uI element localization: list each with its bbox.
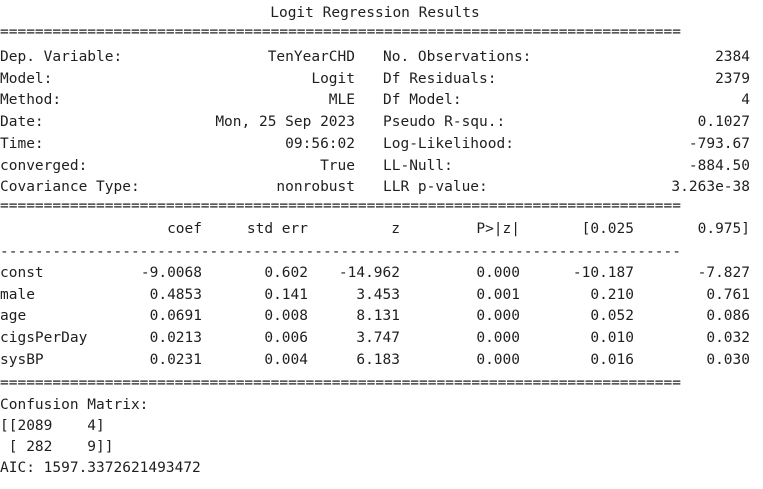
cell-ci-lower: 0.016 <box>590 351 634 368</box>
cell-z: 6.183 <box>356 351 400 368</box>
cell-ci-upper: 0.030 <box>706 351 750 368</box>
summary-value: Mon, 25 Sep 2023 <box>215 114 355 131</box>
summary-value-2: -793.67 <box>688 135 750 152</box>
summary-label-2: Df Residuals: <box>383 70 497 87</box>
row-variable-name: cigsPerDay <box>0 330 88 347</box>
cell-coef: -9.0068 <box>140 265 202 281</box>
summary-value: True <box>320 157 355 174</box>
table-row: age 0.0691 0.008 8.131 0.000 0.052 0.086 <box>0 306 750 327</box>
results-title: Logit Regression Results <box>0 3 750 24</box>
row-variable-name: sysBP <box>0 351 44 368</box>
summary-label: Model: <box>0 70 53 87</box>
cell-std-err: 0.008 <box>264 308 308 325</box>
summary-row: Dep. Variable: TenYearCHD No. Observations… <box>0 47 750 68</box>
cell-ci-upper: 0.761 <box>706 286 750 303</box>
summary-label: Time: <box>0 135 44 152</box>
summary-label-2: Pseudo R-squ.: <box>383 114 506 131</box>
summary-label: Dep. Variable: <box>0 49 123 65</box>
header-ci-lower: [0.025 <box>581 221 634 237</box>
row-variable-name: male <box>0 286 35 303</box>
cell-ci-upper: 0.032 <box>706 330 750 347</box>
table-row: male 0.4853 0.141 3.453 0.001 0.210 0.761 <box>0 285 750 306</box>
summary-label: converged: <box>0 157 88 174</box>
cell-ci-lower: 0.210 <box>590 286 634 303</box>
summary-label-2: LL-Null: <box>383 157 453 174</box>
summary-row: converged: True LL-Null: -884.50 <box>0 156 750 177</box>
cell-z: 3.747 <box>356 330 400 347</box>
cell-ci-lower: 0.052 <box>590 308 634 325</box>
header-ci-upper: 0.975] <box>697 221 750 237</box>
summary-label-2: Df Model: <box>383 92 462 109</box>
table-row: sysBP 0.0231 0.004 6.183 0.000 0.016 0.030 <box>0 350 750 371</box>
header-p-value: P>|z| <box>476 221 520 237</box>
cell-z: 3.453 <box>356 286 400 303</box>
header-coef: coef <box>167 221 202 237</box>
summary-label-2: Log-Likelihood: <box>383 135 514 152</box>
summary-value-2: 4 <box>741 92 750 109</box>
summary-row: Covariance Type: nonrobust LLR p-value: 3.2… <box>0 177 750 198</box>
summary-value-2: 2384 <box>715 49 750 65</box>
aic-value: AIC: 1597.3372621493472 <box>0 460 201 476</box>
summary-row: Model: Logit Df Residuals: 2379 <box>0 69 750 90</box>
summary-value-2: 3.263e-38 <box>671 179 750 196</box>
row-variable-name: age <box>0 308 27 325</box>
confusion-line-2: [ 282 9]] <box>0 439 114 455</box>
cell-ci-upper: 0.086 <box>706 308 750 325</box>
confusion-line-1: [[2089 4] <box>0 418 105 434</box>
coef-header-row: coef std err z P>|z| [0.025 0.975] <box>0 219 750 240</box>
cell-coef: 0.0691 <box>149 308 202 325</box>
summary-value: MLE <box>328 92 355 109</box>
summary-label: Covariance Type: <box>0 179 140 196</box>
cell-p-value: 0.000 <box>476 265 520 281</box>
summary-row: Date: Mon, 25 Sep 2023 Pseudo R-squ.: 0.102… <box>0 112 750 133</box>
cell-p-value: 0.000 <box>476 351 520 368</box>
summary-value: Logit <box>311 70 355 87</box>
summary-row: Time: 09:56:02 Log-Likelihood: -793.67 <box>0 134 750 155</box>
confusion-label: Confusion Matrix: <box>0 397 149 413</box>
cell-p-value: 0.000 <box>476 308 520 325</box>
summary-label-2: No. Observations: <box>383 49 532 65</box>
header-z: z <box>391 221 400 237</box>
cell-std-err: 0.602 <box>264 265 308 281</box>
results-title-text: Logit Regression Results <box>270 5 480 21</box>
cell-ci-lower: 0.010 <box>590 330 634 347</box>
summary-value-2: 0.1027 <box>697 114 750 131</box>
summary-row: Method: MLE Df Model: 4 <box>0 90 750 111</box>
summary-value-2: 2379 <box>715 70 750 87</box>
summary-label-2: LLR p-value: <box>383 179 488 196</box>
double-rule-summary-end: ========================================… <box>0 198 681 214</box>
summary-value-2: -884.50 <box>688 157 750 174</box>
cell-p-value: 0.001 <box>476 286 520 303</box>
cell-p-value: 0.000 <box>476 330 520 347</box>
table-row: cigsPerDay 0.0213 0.006 3.747 0.000 0.010 0.03… <box>0 328 750 349</box>
cell-z: 8.131 <box>356 308 400 325</box>
cell-coef: 0.4853 <box>149 286 202 303</box>
cell-coef: 0.0231 <box>149 351 202 368</box>
summary-label: Date: <box>0 114 44 131</box>
cell-ci-lower: -10.187 <box>572 265 634 281</box>
cell-ci-upper: -7.827 <box>697 265 750 281</box>
summary-label: Method: <box>0 92 62 109</box>
cell-std-err: 0.006 <box>264 330 308 347</box>
table-row: const -9.0068 0.602 -14.962 0.000 -10.187 -7.8… <box>0 263 750 284</box>
cell-std-err: 0.004 <box>264 351 308 368</box>
summary-value: nonrobust <box>276 179 355 196</box>
dashed-rule: ----------------------------------------… <box>0 244 681 260</box>
row-variable-name: const <box>0 265 44 281</box>
double-rule-bottom: ========================================… <box>0 375 681 391</box>
double-rule-top: ========================================… <box>0 24 681 40</box>
cell-z: -14.962 <box>338 265 400 281</box>
cell-coef: 0.0213 <box>149 330 202 347</box>
summary-value: 09:56:02 <box>285 135 355 152</box>
cell-std-err: 0.141 <box>264 286 308 303</box>
summary-value: TenYearCHD <box>267 49 355 65</box>
header-std-err: std err <box>246 221 308 237</box>
